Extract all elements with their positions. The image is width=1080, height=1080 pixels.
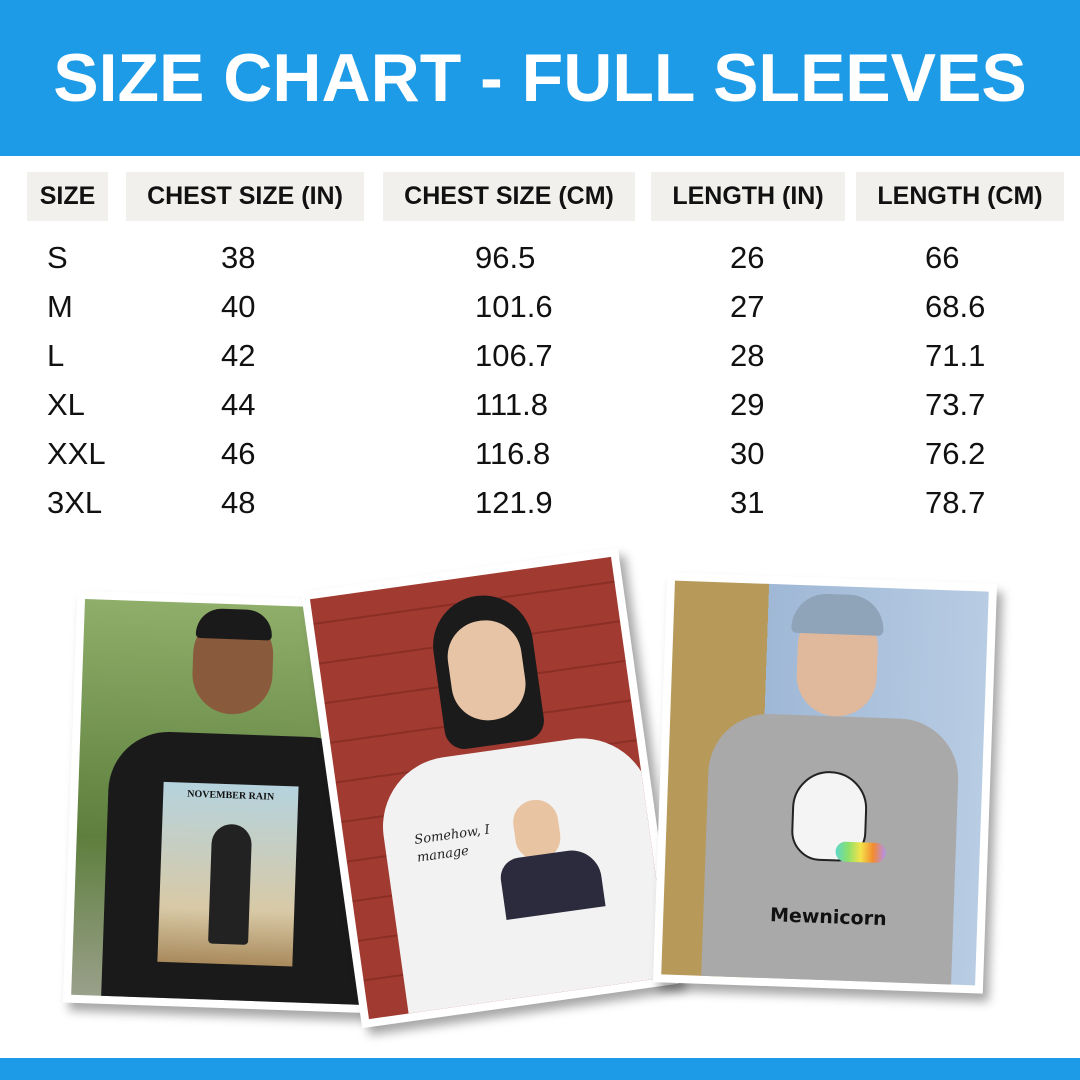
column-header-size: SIZE (27, 172, 108, 221)
column-header-chest-cm: CHEST SIZE (CM) (383, 172, 635, 221)
model-photo-grey-shirt: Mewnicorn (652, 572, 998, 994)
cell-size: XXL (47, 436, 106, 471)
cell-chest-cm: 111.8 (475, 387, 548, 422)
cell-length-cm: 68.6 (925, 289, 986, 324)
column-header-chest-in: CHEST SIZE (IN) (126, 172, 364, 221)
column-header-length-in: LENGTH (IN) (651, 172, 845, 221)
cell-length-cm: 71.1 (925, 338, 986, 373)
cell-length-cm: 78.7 (925, 485, 986, 520)
cell-chest-in: 46 (221, 436, 256, 471)
cell-length-cm: 73.7 (925, 387, 986, 422)
cell-chest-cm: 121.9 (475, 485, 553, 520)
cell-chest-cm: 106.7 (475, 338, 553, 373)
cell-length-cm: 76.2 (925, 436, 986, 471)
model-photo-white-shirt: Somehow, I manage (300, 547, 680, 1029)
page-title: SIZE CHART - FULL SLEEVES (53, 40, 1027, 116)
cell-length-in: 30 (730, 436, 765, 471)
cell-length-in: 31 (730, 485, 765, 520)
cell-chest-cm: 96.5 (475, 240, 536, 275)
cell-size: L (47, 338, 65, 373)
cell-chest-in: 40 (221, 289, 256, 324)
shirt-print-text: NOVEMBER RAIN (187, 788, 275, 803)
footer-bar (0, 1058, 1080, 1080)
cell-size: XL (47, 387, 85, 422)
column-header-length-cm: LENGTH (CM) (856, 172, 1064, 221)
cell-length-cm: 66 (925, 240, 960, 275)
cell-chest-cm: 116.8 (475, 436, 551, 471)
cell-length-in: 29 (730, 387, 765, 422)
shirt-print: NOVEMBER RAIN (157, 781, 299, 967)
header-banner: SIZE CHART - FULL SLEEVES (0, 0, 1080, 156)
cell-length-in: 27 (730, 289, 765, 324)
cell-chest-in: 38 (221, 240, 256, 275)
cell-chest-in: 44 (221, 387, 256, 422)
cell-chest-cm: 101.6 (475, 289, 553, 324)
cell-length-in: 28 (730, 338, 765, 373)
cell-size: 3XL (47, 485, 103, 520)
cell-size: M (47, 289, 73, 324)
cell-chest-in: 48 (221, 485, 256, 520)
cell-chest-in: 42 (221, 338, 256, 373)
cell-length-in: 26 (730, 240, 765, 275)
cell-size: S (47, 240, 68, 275)
